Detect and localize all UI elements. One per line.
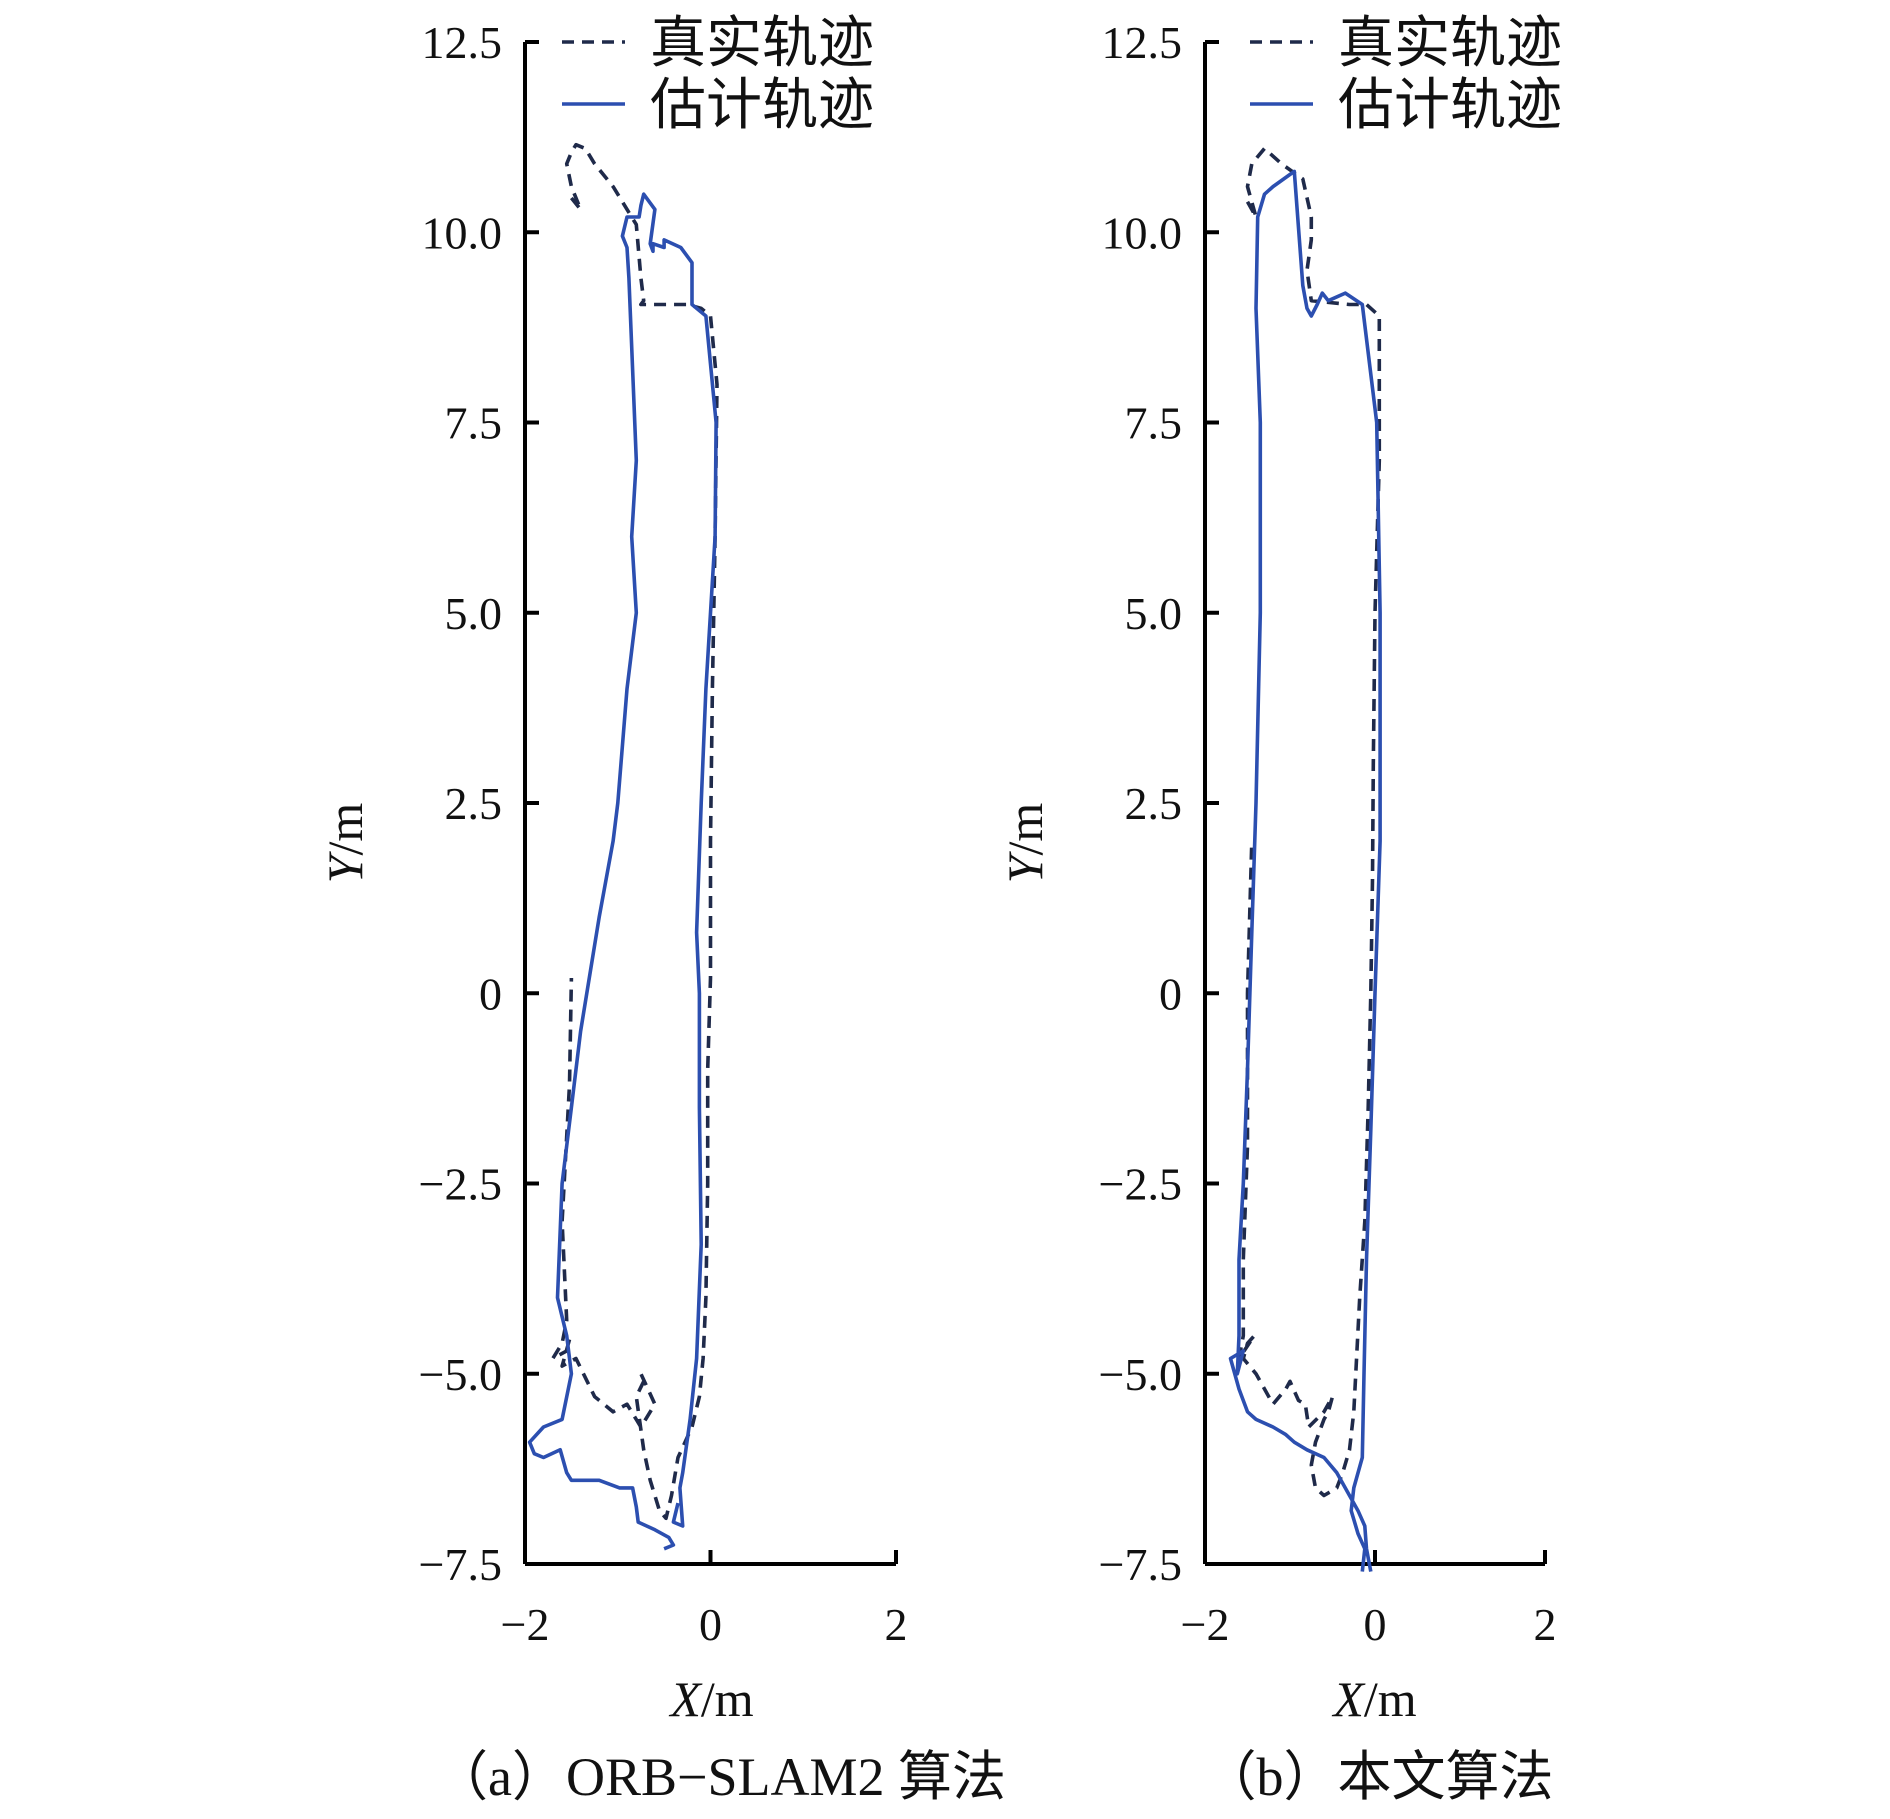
y-axis-label-var: Y — [317, 850, 373, 883]
y-tick-label: 7.5 — [1125, 398, 1183, 449]
y-axis-label: Y/m — [317, 803, 373, 884]
y-tick-label: 5.0 — [1125, 588, 1183, 639]
legend-entry-label: 真实轨迹 — [1338, 13, 1562, 75]
estimated-trajectory-line — [527, 192, 718, 1551]
x-tick-label: 0 — [699, 1599, 722, 1650]
y-axis-label-unit: /m — [997, 803, 1053, 856]
legend-entry-label: 估计轨迹 — [1338, 75, 1562, 137]
x-axis-label-var: X — [668, 1671, 703, 1727]
legend-entry-label: 估计轨迹 — [650, 75, 874, 137]
x-axis-label-var: X — [1331, 1671, 1366, 1727]
x-tick-label: 0 — [1364, 1599, 1387, 1650]
x-tick-label: −2 — [1181, 1599, 1230, 1650]
y-axis-label-unit: /m — [317, 803, 373, 856]
y-axis-label-var: Y — [997, 850, 1053, 883]
true-trajectory-line — [1237, 146, 1382, 1498]
y-tick-label: 10.0 — [1102, 207, 1183, 258]
panel-caption: （b）本文算法 — [1203, 1747, 1554, 1807]
y-tick-label: 2.5 — [1125, 778, 1183, 829]
y-tick-label: 0 — [479, 968, 502, 1019]
x-tick-label: 2 — [885, 1599, 908, 1650]
y-tick-label: −2.5 — [419, 1159, 502, 1210]
chart-panel-a: 12.510.07.55.02.50−2.5−5.0−7.5−2 0 2X/mY/m… — [317, 13, 1006, 1807]
y-tick-label: 10.0 — [422, 207, 503, 258]
true-trajectory-line — [550, 142, 719, 1521]
chart-panel-b: 12.510.07.55.02.50−2.5−5.0−7.5−2 0 2X/mY/m… — [997, 13, 1562, 1807]
y-tick-label: 12.5 — [1102, 17, 1183, 68]
estimated-trajectory-line — [1228, 169, 1382, 1572]
y-tick-label: 5.0 — [445, 588, 503, 639]
y-tick-label: −7.5 — [1099, 1539, 1182, 1590]
legend-entry-label: 真实轨迹 — [650, 13, 874, 75]
y-tick-label: 12.5 — [422, 17, 503, 68]
x-tick-label: 2 — [1534, 1599, 1557, 1650]
y-tick-label: −5.0 — [419, 1349, 502, 1400]
y-tick-label: 7.5 — [445, 398, 503, 449]
panel-caption: （a）ORB−SLAM2 算法 — [434, 1747, 1006, 1807]
y-axis-label: Y/m — [997, 803, 1053, 884]
y-tick-label: 0 — [1159, 968, 1182, 1019]
x-axis-label: X/m — [1331, 1671, 1416, 1727]
y-tick-label: −5.0 — [1099, 1349, 1182, 1400]
y-tick-label: −7.5 — [419, 1539, 502, 1590]
x-axis-label: X/m — [668, 1671, 753, 1727]
x-axis-label-unit: /m — [701, 1671, 754, 1727]
y-tick-label: 2.5 — [445, 778, 503, 829]
y-tick-label: −2.5 — [1099, 1159, 1182, 1210]
x-axis-label-unit: /m — [1364, 1671, 1417, 1727]
x-tick-label: −2 — [501, 1599, 550, 1650]
